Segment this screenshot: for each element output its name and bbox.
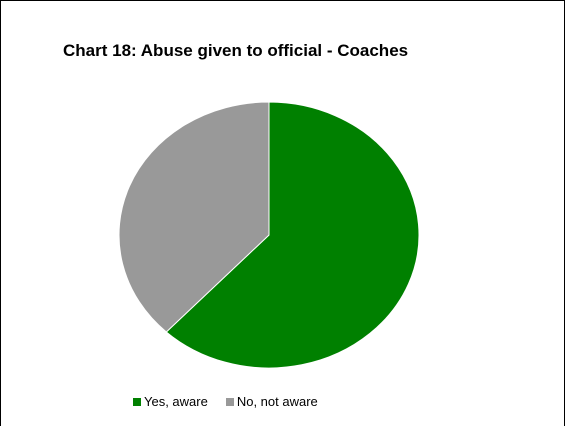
legend-item-no-not-aware: No, not aware xyxy=(225,394,318,409)
legend-swatch-no-not-aware xyxy=(225,397,234,406)
legend-swatch-yes-aware xyxy=(133,397,141,406)
legend-item-yes-aware: Yes, aware xyxy=(133,394,208,409)
legend-label-no-not-aware: No, not aware xyxy=(236,394,318,409)
legend-label-yes-aware: Yes, aware xyxy=(144,394,208,409)
pie-slice-yes-aware xyxy=(165,101,420,369)
chart-title: Chart 18: Abuse given to official - Coac… xyxy=(63,41,409,60)
legend: Yes, aware No, not aware xyxy=(133,394,336,409)
pie-slice-no-not-aware xyxy=(118,101,270,333)
